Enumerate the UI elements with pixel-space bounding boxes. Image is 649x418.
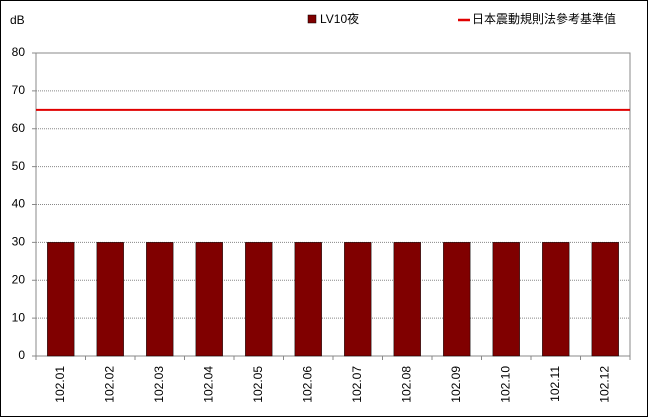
x-tick-label: 102.09 (449, 366, 463, 403)
bar (443, 242, 471, 357)
y-tick-label: 60 (12, 121, 26, 135)
bar (195, 242, 223, 357)
legend-label: LV10夜 (320, 11, 359, 26)
x-tick-label: 102.11 (548, 366, 562, 402)
bar (591, 242, 619, 357)
bar (146, 242, 174, 357)
bar (294, 242, 322, 357)
bar (245, 242, 273, 357)
legend-label: 日本震動規則法參考基準值 (472, 11, 616, 26)
x-tick-label: 102.06 (300, 366, 314, 403)
y-tick-label: 40 (12, 197, 26, 211)
x-tick-label: 102.03 (152, 366, 166, 403)
legend-swatch (307, 14, 317, 24)
x-tick-label: 102.02 (102, 366, 116, 403)
y-tick-label: 0 (18, 348, 25, 362)
x-tick-label: 102.01 (53, 366, 67, 403)
y-tick-label: 10 (12, 310, 26, 324)
x-tick-label: 102.12 (597, 366, 611, 403)
y-tick-label: 50 (12, 159, 26, 173)
bar (96, 242, 124, 357)
y-tick-label: 80 (12, 45, 26, 59)
x-tick-label: 102.07 (350, 366, 364, 403)
bar (344, 242, 372, 357)
y-tick-label: 30 (12, 235, 26, 249)
x-tick-label: 102.05 (251, 366, 265, 403)
bar (492, 242, 520, 357)
bar (542, 242, 570, 357)
bar (393, 242, 421, 357)
y-axis-label: dB (10, 13, 25, 27)
bar (47, 242, 75, 357)
y-tick-label: 20 (12, 272, 26, 286)
x-tick-label: 102.08 (399, 366, 413, 403)
y-tick-label: 70 (12, 83, 26, 97)
x-tick-label: 102.04 (201, 366, 215, 403)
x-tick-label: 102.10 (498, 366, 512, 403)
